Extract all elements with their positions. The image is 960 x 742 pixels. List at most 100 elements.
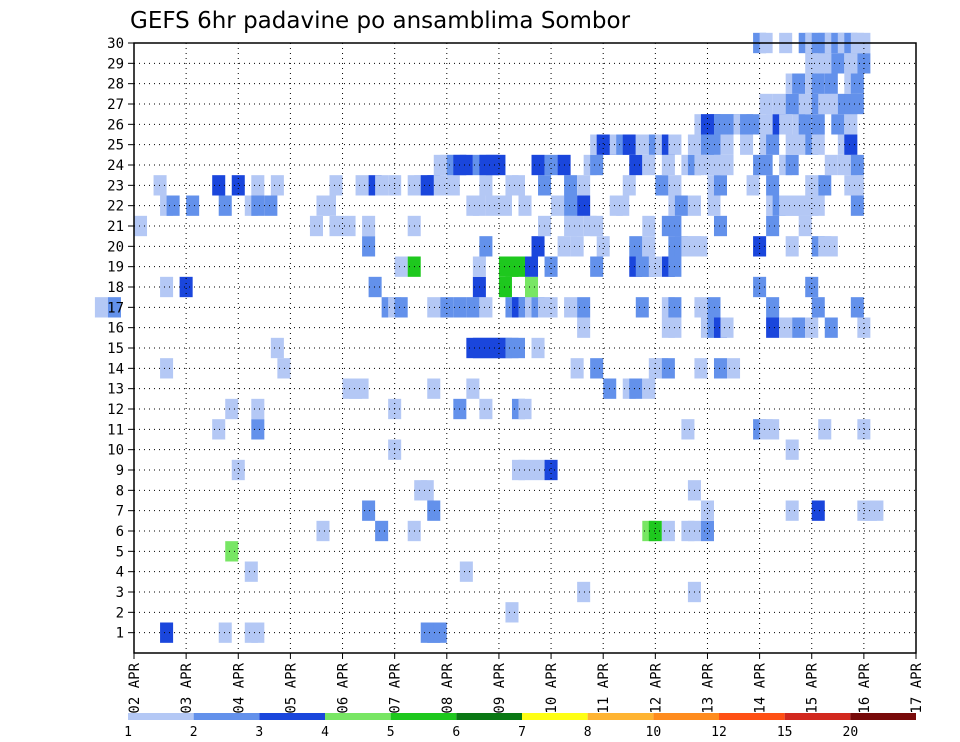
y-axis: 1234567891011121314151617181920212223242…	[107, 36, 134, 642]
heatmap-cell	[792, 73, 806, 94]
heatmap-cell	[394, 297, 408, 318]
heatmap-cell	[531, 154, 545, 176]
heatmap-cell	[590, 358, 604, 379]
heatmap-cell	[459, 561, 473, 582]
heatmap-cell	[694, 154, 708, 176]
heatmap-cell	[355, 378, 369, 399]
heatmap-cell	[727, 358, 741, 379]
legend-swatch	[784, 713, 851, 720]
heatmap-cell	[160, 276, 174, 298]
heatmap-cell	[674, 195, 688, 216]
x-tick-label: 09 APR	[492, 662, 508, 713]
heatmap-cell	[531, 337, 545, 359]
heatmap-cell	[577, 581, 591, 603]
y-tick-label: 9	[116, 463, 124, 479]
heatmap-cell	[707, 297, 721, 318]
heatmap-cell	[107, 297, 121, 318]
legend-swatch	[456, 713, 522, 720]
heatmap-cell	[805, 276, 819, 298]
heatmap-cell	[759, 93, 773, 115]
heatmap-cell	[831, 53, 845, 74]
heatmap-cell	[811, 134, 825, 155]
heatmap-cell	[244, 561, 258, 582]
legend-label: 10	[646, 725, 662, 740]
heatmap-cell	[479, 175, 493, 196]
heatmap-cell	[642, 378, 656, 399]
y-tick-label: 18	[107, 280, 124, 296]
heatmap-cell	[270, 337, 284, 359]
heatmap-cell	[479, 236, 493, 257]
heatmap-cell	[642, 154, 656, 176]
heatmap-cell	[309, 215, 323, 237]
heatmap-cell	[94, 297, 108, 318]
heatmap-cell	[212, 419, 226, 440]
heatmap-cell	[433, 175, 447, 196]
heatmap-cell	[870, 500, 884, 521]
legend-label: 1	[124, 725, 132, 740]
x-tick-label: 11 APR	[596, 662, 612, 713]
heatmap-cell	[766, 419, 780, 440]
x-tick-label: 05 APR	[283, 662, 299, 713]
heatmap-cell	[531, 459, 545, 481]
heatmap-cell	[707, 195, 721, 216]
heatmap-cell	[700, 520, 714, 542]
y-tick-label: 3	[116, 585, 124, 601]
heatmap-cell	[811, 73, 825, 94]
heatmap-cell	[427, 297, 441, 318]
heatmap-cell	[713, 175, 728, 196]
y-tick-label: 26	[107, 117, 124, 133]
heatmap-cell	[648, 256, 662, 277]
heatmap-cell	[511, 175, 525, 196]
heatmap-cell	[270, 175, 284, 196]
heatmap-cell	[707, 154, 721, 176]
heatmap-cell	[661, 154, 675, 176]
heatmap-cell	[577, 195, 591, 216]
heatmap-cell	[225, 541, 239, 562]
legend-swatch	[850, 713, 916, 720]
legend-swatch	[719, 713, 785, 720]
legend-label: 6	[452, 725, 460, 740]
y-tick-label: 22	[107, 199, 124, 215]
x-tick-label: 14 APR	[753, 662, 769, 713]
heatmap-cell	[766, 134, 780, 155]
y-tick-label: 23	[107, 178, 124, 194]
heatmap-cell	[466, 378, 480, 399]
heatmap-cell	[844, 134, 858, 155]
heatmap-cell	[850, 73, 864, 94]
legend-swatch	[193, 713, 260, 720]
heatmap-cell	[857, 317, 871, 338]
heatmap-cell	[179, 276, 193, 298]
heatmap-cell	[218, 622, 232, 643]
heatmap-cell	[844, 53, 858, 74]
heatmap-cell	[511, 337, 525, 359]
heatmap-cell	[707, 134, 721, 155]
heatmap-cell	[785, 439, 799, 460]
heatmap-cell	[655, 175, 669, 196]
y-tick-label: 28	[107, 77, 124, 93]
legend-swatch	[259, 713, 325, 720]
heatmap-cell	[779, 317, 793, 338]
heatmap-cell	[844, 114, 858, 135]
heatmap-cell	[511, 256, 525, 277]
legend-swatch	[390, 713, 457, 720]
heatmap-cell	[798, 114, 812, 135]
heatmap-cell	[713, 215, 728, 237]
heatmap-cell	[694, 358, 708, 379]
heatmap-cell	[850, 175, 864, 196]
heatmap-cell	[544, 459, 558, 481]
y-tick-label: 24	[107, 158, 124, 174]
heatmap-cell	[166, 195, 180, 216]
legend-label: 20	[843, 725, 859, 740]
heatmap-cell	[798, 215, 812, 237]
heatmap-cell	[824, 73, 838, 94]
heatmap-cell	[642, 236, 656, 257]
x-tick-label: 12 APR	[648, 662, 664, 713]
heatmap-cell	[746, 175, 760, 196]
y-tick-label: 2	[116, 605, 124, 621]
legend-swatch	[128, 713, 194, 720]
heatmap-cell	[740, 134, 754, 155]
heatmap-cell	[375, 520, 389, 542]
heatmap-cell	[355, 175, 369, 196]
heatmap-cell	[785, 154, 799, 176]
x-tick-label: 08 APR	[440, 662, 456, 713]
